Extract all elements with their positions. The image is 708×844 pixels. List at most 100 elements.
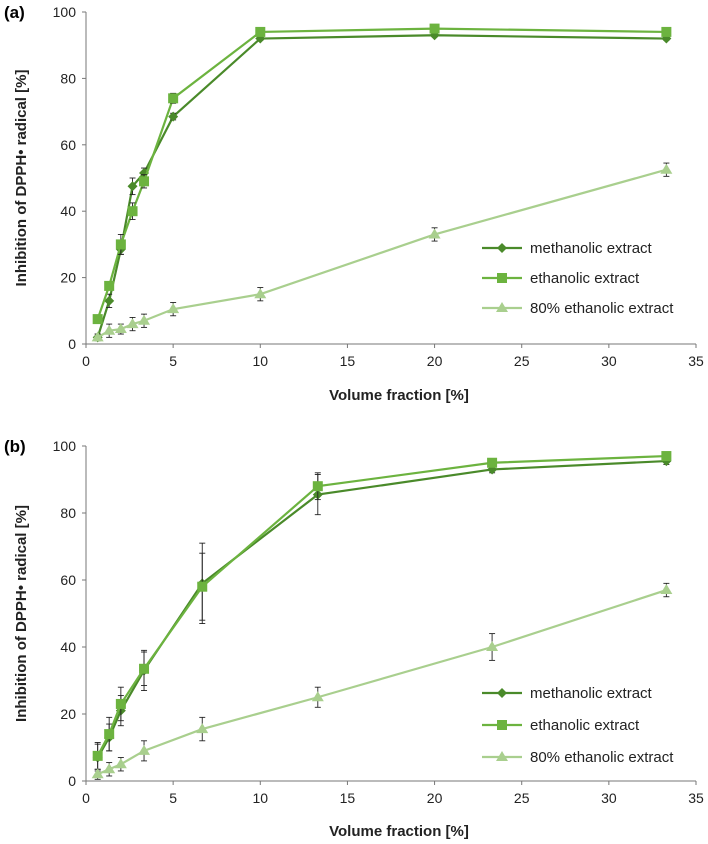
- data-point: [92, 314, 103, 325]
- legend-label: 80% ethanolic extract: [530, 300, 674, 317]
- data-point: [115, 698, 126, 709]
- data-point: [312, 481, 323, 492]
- x-tick-label: 35: [688, 790, 704, 806]
- legend-label: ethanolic extract: [530, 717, 640, 734]
- data-point: [254, 288, 267, 299]
- series-square: [92, 451, 672, 770]
- series-square: [92, 23, 672, 325]
- data-point: [104, 295, 115, 306]
- data-point: [167, 303, 180, 314]
- data-point: [114, 323, 127, 334]
- data-point: [91, 768, 104, 779]
- data-point: [103, 763, 116, 774]
- y-axis-title: Inhibition of DPPH• radical [%]: [13, 505, 30, 722]
- x-axis-title: Volume fraction [%]: [329, 823, 469, 840]
- data-point: [139, 663, 150, 674]
- legend-entry: methanolic extract: [482, 685, 653, 702]
- x-tick-label: 15: [340, 790, 356, 806]
- legend-marker: [497, 688, 507, 698]
- x-tick-label: 30: [601, 790, 617, 806]
- data-point: [127, 206, 138, 217]
- data-point: [428, 228, 441, 239]
- series-line: [97, 589, 667, 776]
- series-line: [96, 34, 667, 338]
- y-tick-label: 80: [60, 70, 76, 86]
- data-point: [103, 324, 116, 335]
- y-tick-label: 80: [60, 505, 76, 521]
- legend-label: methanolic extract: [530, 240, 653, 257]
- series-triangle: [91, 162, 673, 342]
- data-point: [115, 239, 126, 250]
- legend-entry: methanolic extract: [482, 240, 653, 257]
- x-tick-label: 20: [427, 353, 443, 369]
- legend-marker: [496, 751, 508, 761]
- x-axis-title: Volume fraction [%]: [329, 387, 469, 404]
- data-point: [139, 176, 150, 187]
- data-point: [487, 457, 498, 468]
- data-point: [660, 584, 673, 595]
- data-point: [92, 750, 103, 761]
- legend-label: ethanolic extract: [530, 270, 640, 287]
- y-tick-label: 0: [68, 773, 76, 789]
- chart-panel-a: (a) 0 5 10 15 20 25 30 35 0 20 40 60 80 100 Volume frac…: [4, 3, 704, 404]
- data-point: [486, 641, 499, 651]
- data-point: [138, 744, 151, 755]
- legend-marker: [497, 243, 507, 253]
- series-diamond: [92, 30, 672, 343]
- y-tick-label: 40: [60, 639, 76, 655]
- chart-panel-b: (b) 0 5 10 15 20 25 30 35 0 20 40 60 80 100 Volume frac…: [4, 437, 704, 840]
- legend-entry: ethanolic extract: [482, 270, 640, 287]
- y-tick-label: 20: [60, 270, 76, 286]
- data-point: [168, 111, 179, 122]
- data-point: [196, 723, 209, 734]
- data-point: [168, 93, 179, 104]
- data-point: [104, 729, 115, 740]
- legend-label: methanolic extract: [530, 685, 653, 702]
- data-point: [126, 318, 139, 329]
- y-axis-title: Inhibition of DPPH• radical [%]: [13, 70, 30, 287]
- y-tick-label: 20: [60, 706, 76, 722]
- data-point: [127, 181, 138, 192]
- legend-entry: ethanolic extract: [482, 717, 640, 734]
- x-tick-label: 25: [514, 353, 530, 369]
- y-tick-label: 100: [53, 438, 77, 454]
- x-tick-label: 25: [514, 790, 530, 806]
- x-tick-label: 5: [169, 790, 177, 806]
- data-point: [138, 314, 151, 325]
- x-tick-label: 15: [340, 353, 356, 369]
- legend-entry: 80% ethanolic extract: [482, 749, 674, 766]
- data-point: [104, 280, 115, 291]
- x-tick-label: 0: [82, 790, 90, 806]
- panel-label: (a): [4, 3, 25, 22]
- x-tick-label: 10: [252, 353, 268, 369]
- x-tick-label: 0: [82, 353, 90, 369]
- data-point: [255, 26, 266, 37]
- data-point: [114, 758, 127, 769]
- data-point: [91, 331, 104, 342]
- legend-marker: [496, 302, 508, 312]
- x-tick-label: 30: [601, 353, 617, 369]
- panel-label: (b): [4, 437, 26, 456]
- data-point: [311, 691, 324, 702]
- legend-label: 80% ethanolic extract: [530, 749, 674, 766]
- y-tick-label: 60: [60, 137, 76, 153]
- y-tick-label: 40: [60, 203, 76, 219]
- series-triangle: [91, 582, 673, 780]
- data-point: [197, 581, 208, 592]
- legend-entry: 80% ethanolic extract: [482, 300, 674, 317]
- series-line: [96, 459, 667, 759]
- x-tick-label: 20: [427, 790, 443, 806]
- series-line: [96, 454, 667, 757]
- x-tick-label: 35: [688, 353, 704, 369]
- legend-marker: [497, 273, 507, 283]
- legend-marker: [497, 720, 507, 730]
- y-tick-label: 60: [60, 572, 76, 588]
- x-tick-label: 5: [169, 353, 177, 369]
- y-tick-label: 100: [53, 4, 77, 20]
- y-tick-label: 0: [68, 336, 76, 352]
- x-tick-label: 10: [252, 790, 268, 806]
- data-point: [429, 23, 440, 34]
- data-point: [660, 163, 673, 174]
- data-point: [661, 451, 672, 462]
